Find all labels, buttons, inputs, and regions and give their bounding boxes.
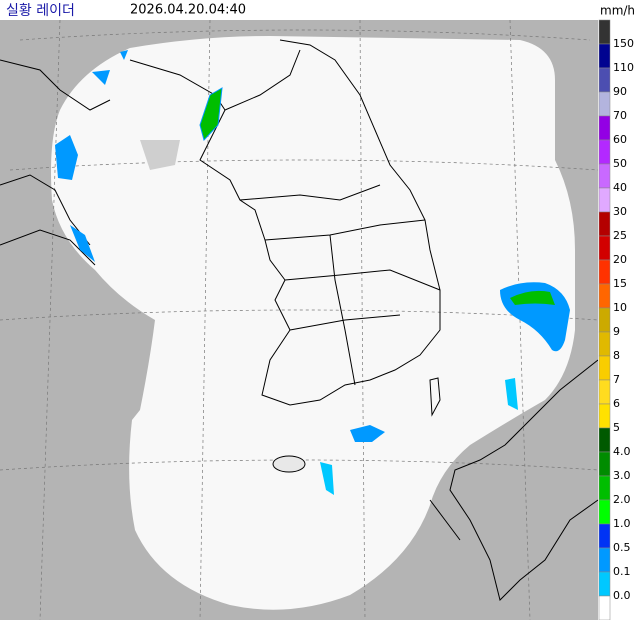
map [0,19,599,620]
graticule [0,19,599,620]
legend-swatch [598,187,611,213]
legend-swatch [598,115,611,141]
legend-label: 5 [613,421,620,434]
legend-swatch [598,595,611,620]
legend-label: 0.0 [613,589,631,602]
legend-label: 150 [613,37,634,50]
legend-label: 7 [613,373,620,386]
legend-swatch [598,427,611,453]
legend-swatch [598,403,611,429]
legend-swatch [598,43,611,69]
legend-swatch [598,499,611,525]
legend-swatch [598,523,611,549]
rain-area [55,135,78,180]
legend-label: 8 [613,349,620,362]
rain-area [92,50,128,85]
legend-swatch [598,139,611,165]
korea-coast [129,39,441,406]
timestamp: 2026.04.20.04:40 [130,3,246,18]
legend-swatch [598,211,611,237]
legend-swatch [598,67,611,93]
legend-label: 3.0 [613,469,631,482]
legend-label: 70 [613,109,627,122]
legend-label: 50 [613,157,627,170]
rain-area [70,225,95,262]
radar-coverage [51,36,575,610]
legend-swatch [598,547,611,573]
legend-swatch [598,355,611,381]
legend-label: 0.1 [613,565,631,578]
legend-swatch [598,571,611,597]
legend-swatch [598,283,611,309]
ulleung-island [429,377,441,417]
china-coast [0,59,111,266]
legend-label: 0.5 [613,541,631,554]
header-bar [0,0,635,20]
legend-label: 1.0 [613,517,631,530]
legend-label: 15 [613,277,627,290]
rain-area [510,290,555,305]
unit: mm/h [600,4,635,18]
japan-coast [429,359,599,601]
jeju-island [272,455,306,473]
legend-swatch [598,451,611,477]
rain-area [199,87,223,142]
legend-swatch [598,19,611,45]
legend: 150 110 90 70 60 50 40 30 25 20 15 10 9 8 7 6 5 4.0 3.0 2.0… [598,19,634,620]
legend-label: 110 [613,61,634,74]
precipitation [55,50,570,495]
legend-swatch [598,259,611,285]
legend-label: 6 [613,397,620,410]
legend-swatch [598,307,611,333]
legend-label: 20 [613,253,627,266]
legend-swatch [598,379,611,405]
legend-label: 2.0 [613,493,631,506]
province-borders [224,49,441,386]
rain-area [350,425,385,442]
legend-swatch [598,475,611,501]
legend-swatch [598,163,611,189]
legend-label: 60 [613,133,627,146]
legend-label: 40 [613,181,627,194]
legend-label: 25 [613,229,627,242]
legend-label: 90 [613,85,627,98]
clutter [140,140,180,170]
legend-swatch [598,235,611,261]
legend-label: 10 [613,301,627,314]
legend-label: 30 [613,205,627,218]
legend-swatch [598,331,611,357]
legend-swatch [598,91,611,117]
title: 실황 레이더 [6,3,75,19]
legend-label: 9 [613,325,620,338]
legend-label: 4.0 [613,445,631,458]
